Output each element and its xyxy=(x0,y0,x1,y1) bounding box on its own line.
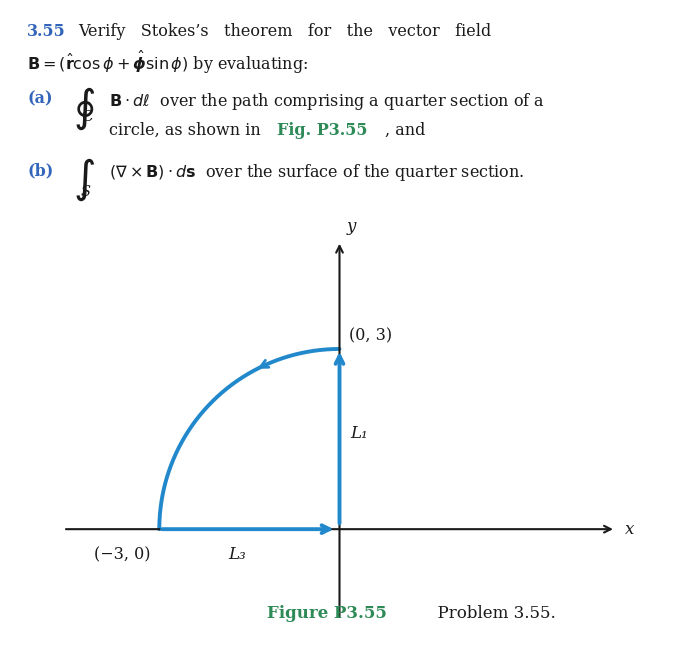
Text: (a): (a) xyxy=(27,91,53,108)
Text: (0, 3): (0, 3) xyxy=(348,327,392,344)
Text: Fig. P3.55: Fig. P3.55 xyxy=(277,122,367,139)
Text: (b): (b) xyxy=(27,162,54,179)
Text: 3.55: 3.55 xyxy=(27,23,66,40)
Text: (−3, 0): (−3, 0) xyxy=(94,546,150,563)
Text: x: x xyxy=(625,520,634,537)
Text: $\int$: $\int$ xyxy=(73,156,95,203)
Text: , and: , and xyxy=(385,122,425,139)
Text: C: C xyxy=(81,110,92,124)
Text: $\mathbf{B} = (\hat{\mathbf{r}}\cos\phi + \hat{\boldsymbol{\phi}}\sin\phi)$ by e: $\mathbf{B} = (\hat{\mathbf{r}}\cos\phi … xyxy=(27,49,308,76)
Text: Problem 3.55.: Problem 3.55. xyxy=(426,605,555,622)
Text: $\mathbf{B} \cdot d\ell$  over the path comprising a quarter section of a: $\mathbf{B} \cdot d\ell$ over the path c… xyxy=(109,91,545,112)
Text: $\oint$: $\oint$ xyxy=(73,85,96,132)
Text: L₁: L₁ xyxy=(350,424,368,442)
Text: S: S xyxy=(81,185,91,199)
Text: $(\nabla \times \mathbf{B}) \cdot d\mathbf{s}$  over the surface of the quarter : $(\nabla \times \mathbf{B}) \cdot d\math… xyxy=(109,162,524,183)
Text: L₃: L₃ xyxy=(228,546,246,563)
Text: Figure P3.55: Figure P3.55 xyxy=(268,605,387,622)
Text: Verify   Stokes’s   theorem   for   the   vector   field: Verify Stokes’s theorem for the vector f… xyxy=(78,23,492,40)
Text: circle, as shown in: circle, as shown in xyxy=(109,122,265,139)
Text: y: y xyxy=(347,218,356,235)
